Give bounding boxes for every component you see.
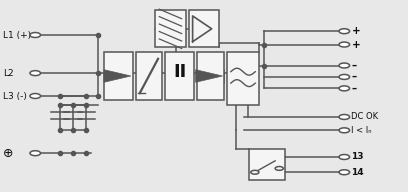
Circle shape (339, 86, 350, 91)
Text: –: – (352, 60, 357, 70)
Bar (136, 52, 162, 100)
Text: ⊕: ⊕ (3, 147, 13, 160)
Text: +: + (352, 40, 360, 50)
Bar (165, 52, 194, 100)
Circle shape (275, 166, 283, 170)
Bar (197, 52, 224, 100)
Text: +: + (352, 26, 360, 36)
Circle shape (30, 71, 40, 76)
Bar (155, 10, 186, 47)
Polygon shape (104, 70, 131, 82)
Circle shape (339, 155, 350, 160)
Text: 13: 13 (351, 152, 363, 161)
Circle shape (339, 114, 350, 119)
Circle shape (30, 94, 40, 98)
Text: L1 (+): L1 (+) (3, 31, 31, 40)
Circle shape (339, 128, 350, 133)
Text: L2: L2 (3, 69, 13, 78)
Circle shape (339, 29, 350, 34)
Text: I < Iₙ: I < Iₙ (351, 126, 371, 135)
Bar (188, 10, 219, 47)
Circle shape (339, 42, 350, 47)
Bar (227, 52, 259, 105)
Bar (104, 52, 133, 100)
Circle shape (339, 74, 350, 79)
Bar (249, 149, 285, 180)
Text: –: – (352, 72, 357, 82)
Text: DC OK: DC OK (351, 113, 378, 122)
Circle shape (30, 151, 40, 156)
Circle shape (339, 170, 350, 175)
Circle shape (30, 32, 40, 37)
Circle shape (251, 170, 259, 174)
Text: –: – (352, 83, 357, 93)
Polygon shape (196, 70, 222, 82)
Text: L3 (-): L3 (-) (3, 92, 27, 100)
Circle shape (339, 63, 350, 68)
Text: II: II (173, 63, 186, 81)
Text: 14: 14 (351, 168, 364, 177)
